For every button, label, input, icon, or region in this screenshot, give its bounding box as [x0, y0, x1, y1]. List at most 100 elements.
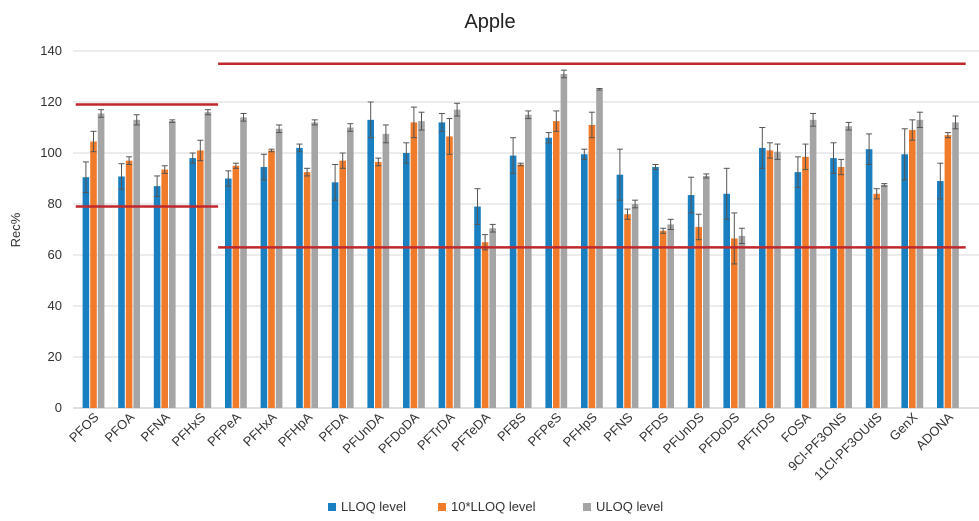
bar — [937, 181, 944, 408]
bar — [382, 133, 390, 408]
bars — [82, 73, 959, 409]
y-tick-label: 20 — [48, 349, 62, 364]
bar — [952, 122, 959, 409]
bar — [845, 126, 852, 408]
bar — [517, 164, 524, 408]
y-tick-label: 100 — [40, 145, 62, 160]
bar — [652, 167, 659, 408]
bar — [275, 128, 283, 408]
bar — [581, 154, 588, 408]
bar — [133, 119, 140, 408]
bar — [268, 150, 275, 408]
y-tick-label: 120 — [40, 94, 62, 109]
bar — [766, 150, 774, 408]
bar — [311, 122, 318, 409]
y-tick-label: 60 — [48, 247, 62, 262]
bar — [347, 127, 354, 408]
bar — [802, 156, 809, 408]
x-tick-label: PFTeDA — [448, 409, 493, 454]
bar — [695, 226, 702, 408]
y-tick-label: 0 — [55, 400, 62, 415]
bar — [367, 119, 374, 408]
bar — [403, 153, 410, 408]
y-tick-label: 140 — [40, 43, 62, 58]
bar — [169, 121, 176, 408]
bar — [553, 121, 560, 408]
bar — [794, 172, 802, 408]
bar — [303, 172, 311, 408]
bar — [560, 73, 568, 408]
bar — [410, 122, 418, 409]
bar — [588, 124, 596, 408]
bar — [703, 175, 710, 408]
bar — [809, 119, 817, 408]
bar — [296, 147, 303, 408]
chart-title: Apple — [464, 11, 515, 33]
x-tick-label: PFNA — [138, 409, 173, 444]
bar — [474, 206, 481, 408]
bar — [375, 161, 382, 408]
bar — [509, 155, 517, 408]
bar — [901, 154, 908, 408]
bar — [481, 242, 489, 408]
bar — [240, 117, 247, 409]
bar — [204, 112, 212, 408]
legend-swatch — [328, 503, 336, 511]
bar — [331, 182, 339, 408]
bar — [339, 160, 346, 408]
bar — [830, 158, 837, 408]
legend: LLOQ level 10*LLOQ level ULOQ level — [328, 499, 663, 514]
x-tick-label: ADONA — [913, 409, 957, 453]
bar — [118, 176, 125, 408]
bar — [90, 141, 97, 408]
bar — [232, 165, 240, 408]
bar — [82, 177, 90, 408]
bar — [624, 214, 631, 408]
y-axis-label: Rec% — [8, 212, 23, 247]
bar — [418, 121, 425, 408]
x-tick-label: PFTrDS — [735, 409, 779, 453]
bar — [197, 150, 204, 408]
bar — [909, 130, 916, 409]
x-tick-label: PFPeS — [525, 409, 565, 449]
legend-swatch — [438, 503, 446, 511]
bar — [865, 149, 873, 409]
bar — [153, 186, 161, 408]
legend-label: 10*LLOQ level — [451, 499, 536, 514]
error-bars — [82, 69, 959, 265]
legend-swatch — [583, 503, 591, 511]
bar — [774, 151, 781, 408]
bar — [97, 113, 105, 408]
bar — [723, 193, 730, 408]
bar — [916, 119, 924, 408]
bar — [225, 178, 232, 408]
x-tick-label: PFPeA — [204, 409, 244, 449]
reference-lines — [75, 62, 966, 249]
bar — [438, 122, 446, 409]
bar — [125, 160, 133, 408]
y-tick-labels: 0 20 40 60 80 100 120 140 — [40, 43, 62, 415]
bar — [667, 224, 674, 408]
bar — [731, 238, 738, 408]
bar — [738, 235, 746, 408]
bar — [881, 184, 888, 408]
bar — [837, 167, 845, 408]
bar — [631, 204, 639, 408]
bar — [525, 114, 532, 408]
bar — [873, 193, 880, 408]
bar — [759, 147, 766, 408]
x-tick-label: PFHxA — [240, 409, 280, 449]
bar — [944, 135, 952, 408]
x-tick-label: PFHpA — [275, 409, 315, 449]
bar — [545, 137, 552, 408]
y-tick-label: 80 — [48, 196, 62, 211]
bar — [161, 169, 168, 408]
x-tick-label: PFOS — [66, 409, 102, 445]
legend-label: ULOQ level — [596, 499, 663, 514]
bar — [616, 174, 624, 408]
x-tick-label: PFOA — [102, 409, 138, 445]
bar — [659, 230, 667, 408]
bar — [189, 158, 196, 408]
